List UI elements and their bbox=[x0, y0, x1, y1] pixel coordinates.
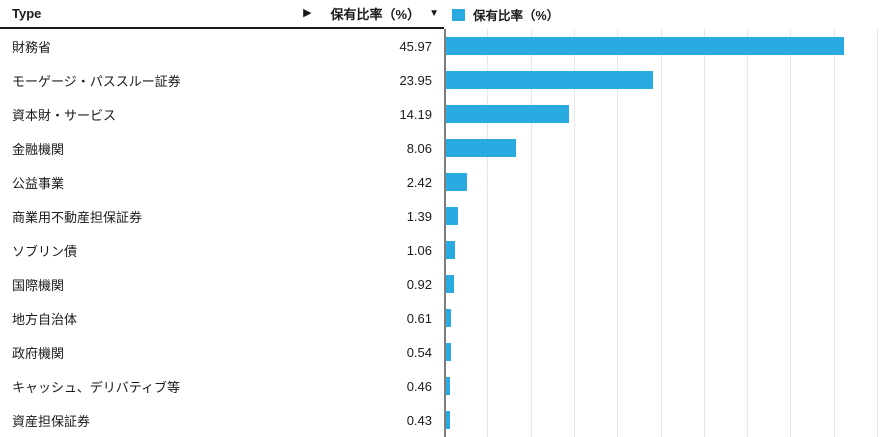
table-row: 商業用不動産担保証券 1.39 bbox=[0, 199, 444, 233]
table-row: 地方自治体 0.61 bbox=[0, 301, 444, 335]
table-row: 財務省 45.97 bbox=[0, 29, 444, 63]
bar bbox=[446, 411, 450, 429]
row-value: 1.39 bbox=[406, 208, 432, 224]
column-header-type[interactable]: Type bbox=[12, 6, 42, 21]
row-value: 0.43 bbox=[406, 412, 432, 428]
table-row: 公益事業 2.42 bbox=[0, 165, 444, 199]
row-value: 0.54 bbox=[406, 344, 432, 360]
bar bbox=[446, 71, 654, 89]
table-row: 金融機関 8.06 bbox=[0, 131, 444, 165]
scroll-right-icon[interactable]: ▶ bbox=[303, 7, 312, 19]
bar bbox=[446, 275, 454, 293]
row-label: 資本財・サービス bbox=[12, 107, 117, 123]
table-row: 国際機関 0.92 bbox=[0, 267, 444, 301]
row-label: 金融機関 bbox=[12, 141, 65, 157]
gridline bbox=[660, 29, 662, 437]
row-value: 23.95 bbox=[399, 72, 432, 88]
row-label: 商業用不動産担保証券 bbox=[12, 209, 143, 225]
bar bbox=[446, 377, 450, 395]
row-label: 地方自治体 bbox=[12, 311, 78, 327]
row-value: 8.06 bbox=[406, 140, 432, 156]
bar bbox=[446, 139, 516, 157]
legend-label: 保有比率（%） bbox=[473, 9, 560, 23]
gridline bbox=[530, 29, 532, 437]
table-row: キャッシュ、デリバティブ等 0.46 bbox=[0, 369, 444, 403]
row-label: キャッシュ、デリバティブ等 bbox=[12, 379, 180, 395]
row-value: 0.61 bbox=[406, 310, 432, 326]
row-value: 2.42 bbox=[406, 174, 432, 190]
row-label: 政府機関 bbox=[12, 345, 65, 361]
row-value: 45.97 bbox=[399, 38, 432, 54]
holdings-table: Type ▶ 保有比率（%） ▼ 財務省 45.97 モーゲージ・パススルー証券 23… bbox=[0, 0, 444, 437]
row-value: 1.06 bbox=[406, 242, 432, 258]
gridline bbox=[703, 29, 705, 437]
row-label: 資産担保証券 bbox=[12, 413, 91, 429]
table-row: モーゲージ・パススルー証券 23.95 bbox=[0, 63, 444, 97]
gridline bbox=[877, 29, 878, 437]
table-row: 政府機関 0.54 bbox=[0, 335, 444, 369]
gridline bbox=[747, 29, 749, 437]
row-label: 公益事業 bbox=[12, 175, 65, 191]
gridline bbox=[833, 29, 835, 437]
bar bbox=[446, 241, 456, 259]
gridline bbox=[617, 29, 619, 437]
bar bbox=[446, 343, 451, 361]
row-value: 0.92 bbox=[406, 276, 432, 292]
row-label: 国際機関 bbox=[12, 277, 65, 293]
sort-desc-icon: ▼ bbox=[429, 7, 439, 19]
gridline bbox=[790, 29, 792, 437]
gridline bbox=[573, 29, 575, 437]
table-body: 財務省 45.97 モーゲージ・パススルー証券 23.95 資本財・サービス 14.19 金… bbox=[0, 29, 444, 437]
row-label: ソブリン債 bbox=[12, 243, 78, 259]
bar bbox=[446, 207, 459, 225]
table-row: ソブリン債 1.06 bbox=[0, 233, 444, 267]
bar bbox=[446, 173, 467, 191]
legend[interactable]: 保有比率（%） bbox=[444, 0, 887, 29]
legend-swatch-icon bbox=[452, 8, 465, 21]
row-label: モーゲージ・パススルー証券 bbox=[12, 73, 181, 89]
table-row: 資産担保証券 0.43 bbox=[0, 403, 444, 437]
table-header: Type ▶ 保有比率（%） ▼ bbox=[0, 0, 444, 29]
header-right-group: ▶ 保有比率（%） ▼ bbox=[303, 4, 439, 23]
column-header-value[interactable]: 保有比率（%） ▼ bbox=[331, 4, 439, 23]
bar bbox=[446, 37, 845, 55]
gridline bbox=[487, 29, 489, 437]
table-row: 資本財・サービス 14.19 bbox=[0, 97, 444, 131]
row-value: 0.46 bbox=[406, 378, 432, 394]
bar bbox=[446, 309, 452, 327]
row-value: 14.19 bbox=[399, 106, 432, 122]
chart-panel: 保有比率（%） bbox=[444, 0, 887, 437]
value-column-label: 保有比率（%） bbox=[330, 7, 421, 22]
bar bbox=[446, 105, 569, 123]
y-axis-line bbox=[444, 29, 446, 437]
bar-chart-plot bbox=[444, 29, 887, 437]
row-label: 財務省 bbox=[12, 39, 52, 55]
